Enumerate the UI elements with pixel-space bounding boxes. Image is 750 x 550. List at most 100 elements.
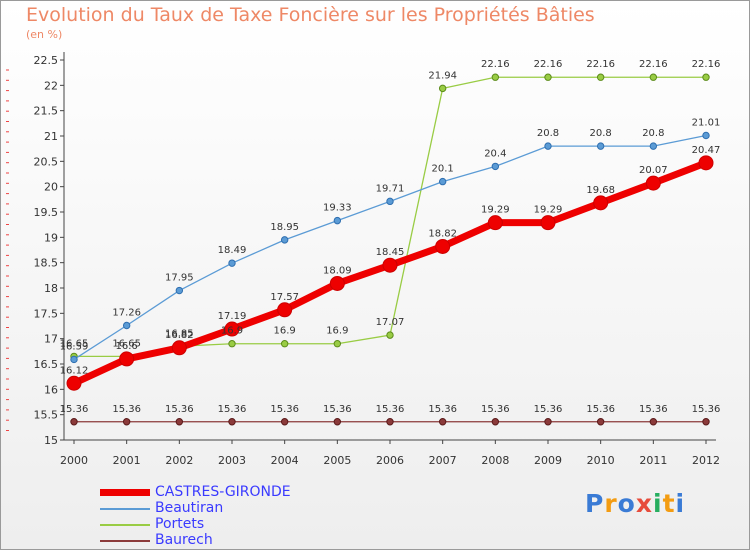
data-label: 16.85: [165, 328, 194, 339]
x-tick-label: 2012: [692, 454, 720, 467]
data-label: 16.9: [326, 326, 348, 337]
y-tick-label: 17: [44, 333, 58, 346]
data-label: 20.1: [432, 164, 454, 175]
data-point: [175, 418, 184, 426]
data-point: [66, 375, 82, 391]
data-label: 15.36: [428, 404, 457, 415]
x-tick-label: 2009: [534, 454, 562, 467]
data-label: 15.36: [60, 404, 89, 415]
y-tick-label: 21.5: [34, 105, 59, 118]
data-label: 21.01: [692, 117, 721, 128]
data-point: [702, 131, 710, 140]
data-point: [438, 84, 447, 93]
data-label: 22.16: [534, 59, 563, 70]
legend-label: Portets: [155, 516, 205, 532]
data-label: 15.36: [586, 404, 615, 415]
data-point: [435, 238, 451, 254]
y-tick-label: 21: [44, 130, 58, 143]
data-label: 17.57: [270, 292, 299, 303]
data-point: [491, 162, 500, 171]
legend-swatch: [100, 489, 150, 496]
data-point: [491, 73, 500, 81]
data-point: [649, 73, 658, 81]
data-label: 22.16: [692, 59, 721, 70]
logo-letter: x: [635, 489, 653, 518]
logo-letter: o: [617, 489, 636, 518]
logo-letter: i: [675, 489, 686, 518]
data-point: [649, 418, 658, 426]
logo-letter: P: [585, 489, 605, 518]
data-point: [70, 418, 78, 426]
data-label: 19.29: [534, 205, 563, 216]
data-point: [175, 286, 184, 295]
y-tick-label: 18.5: [34, 257, 59, 270]
data-label: 18.82: [428, 228, 457, 239]
data-label: 19.68: [586, 185, 615, 196]
data-label: 16.12: [60, 365, 89, 376]
data-label: 15.36: [692, 404, 721, 415]
data-point: [491, 418, 500, 426]
y-tick-label: 15: [44, 434, 58, 447]
data-label: 19.33: [323, 203, 352, 214]
data-point: [702, 418, 710, 426]
data-label: 15.36: [534, 404, 563, 415]
data-point: [540, 215, 556, 231]
data-label: 20.8: [590, 128, 612, 139]
data-point: [698, 155, 714, 171]
data-point: [487, 215, 503, 231]
data-point: [329, 275, 345, 291]
data-point: [70, 355, 78, 364]
legend-swatch: [100, 524, 150, 526]
x-tick-label: 2005: [323, 454, 351, 467]
data-point: [596, 418, 605, 426]
y-tick-label: 17.5: [34, 307, 59, 320]
data-point: [228, 340, 236, 348]
y-tick-label: 18: [44, 282, 58, 295]
data-point: [593, 195, 609, 211]
y-tick-label: 20.5: [34, 155, 59, 168]
y-tick-label: 15.5: [34, 409, 59, 422]
y-tick-label: 22: [44, 79, 58, 92]
data-point: [645, 175, 661, 191]
legend-swatch: [100, 540, 150, 542]
legend-label: Baurech: [155, 532, 213, 548]
data-label: 18.09: [323, 265, 352, 276]
data-label: 22.16: [481, 59, 510, 70]
data-label: 20.4: [484, 148, 506, 159]
data-point: [596, 73, 605, 81]
data-label: 17.07: [376, 317, 405, 328]
data-point: [122, 418, 131, 426]
data-point: [649, 142, 658, 150]
logo-letter: r: [604, 489, 618, 518]
data-label: 15.36: [218, 404, 247, 415]
data-point: [544, 73, 552, 81]
data-label: 16.9: [274, 326, 296, 337]
data-label: 18.95: [270, 222, 299, 233]
data-point: [224, 321, 240, 337]
data-label: 15.36: [481, 404, 510, 415]
data-point: [438, 418, 447, 426]
y-tick-label: 16: [44, 383, 58, 396]
legend-swatch: [100, 508, 150, 510]
data-point: [596, 142, 605, 150]
data-point: [280, 236, 289, 244]
x-tick-label: 2004: [271, 454, 299, 467]
y-tick-label: 19.5: [34, 206, 59, 219]
chart-subtitle: (en %): [26, 28, 63, 41]
data-point: [333, 418, 342, 426]
data-point: [386, 418, 394, 426]
data-label: 22.16: [586, 59, 615, 70]
x-tick-label: 2000: [60, 454, 88, 467]
logo-letter: i: [653, 489, 663, 518]
data-point: [438, 177, 447, 186]
data-label: 17.26: [112, 307, 141, 318]
data-label: 17.95: [165, 273, 194, 284]
data-label: 20.47: [692, 145, 721, 156]
x-tick-label: 2001: [113, 454, 141, 467]
x-tick-label: 2007: [429, 454, 457, 467]
data-label: 19.29: [481, 205, 510, 216]
data-point: [171, 340, 187, 356]
data-point: [228, 259, 236, 267]
